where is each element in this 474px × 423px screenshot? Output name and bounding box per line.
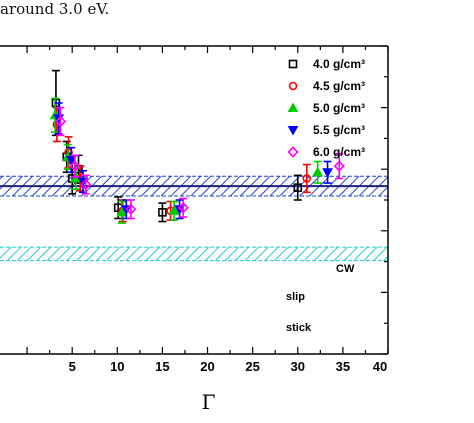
plot-frame bbox=[0, 45, 389, 355]
data-marks bbox=[49, 69, 345, 224]
legend-marker bbox=[288, 81, 298, 91]
data-point bbox=[69, 160, 81, 172]
series-1 bbox=[51, 69, 303, 223]
region-label-stick: stick bbox=[286, 322, 312, 334]
data-point bbox=[54, 115, 67, 128]
x-tick-label: 10 bbox=[110, 359, 124, 374]
x-axis-ticks: 5 10 15 20 25 30 35 40 bbox=[26, 46, 389, 374]
data-point bbox=[125, 203, 137, 215]
legend-label: 5.0 g/cm³ bbox=[313, 101, 365, 115]
caption-text: around 3.0 eV. bbox=[0, 0, 110, 18]
series-4 bbox=[53, 102, 333, 220]
x-tick-label: 25 bbox=[245, 359, 259, 374]
legend-label: 4.0 g/cm³ bbox=[313, 57, 365, 71]
x-tick-label: 5 bbox=[69, 359, 76, 374]
band-slip bbox=[0, 247, 388, 261]
x-tick-label: 35 bbox=[336, 359, 350, 374]
data-point bbox=[80, 178, 92, 191]
region-labels: CW slip stick bbox=[286, 263, 355, 334]
legend-marker bbox=[287, 146, 299, 158]
data-point bbox=[322, 168, 333, 178]
data-point bbox=[168, 205, 180, 215]
series-3 bbox=[49, 97, 323, 224]
x-tick-label: 30 bbox=[291, 359, 305, 374]
region-label-slip: slip bbox=[286, 291, 305, 303]
reference-bands bbox=[0, 175, 388, 262]
data-point bbox=[158, 208, 167, 217]
region-label-cw: CW bbox=[336, 263, 355, 275]
data-point bbox=[65, 155, 77, 166]
legend-label: 6.0 g/cm³ bbox=[313, 145, 365, 159]
legend-label: 5.5 g/cm³ bbox=[313, 123, 365, 137]
x-tick-label: 40 bbox=[373, 359, 387, 374]
legend: 4.0 g/cm³ 4.5 g/cm³ 5.0 g/cm³ 5.5 g/cm³ 6.0 … bbox=[287, 57, 365, 159]
legend-label: 4.5 g/cm³ bbox=[313, 79, 365, 93]
x-tick-label: 20 bbox=[200, 359, 214, 374]
series-5 bbox=[54, 106, 345, 220]
data-point bbox=[293, 183, 303, 192]
x-tick-label: 15 bbox=[155, 359, 169, 374]
data-point bbox=[177, 202, 189, 214]
legend-marker bbox=[287, 102, 299, 112]
legend-marker bbox=[287, 126, 299, 136]
x-axis-title: Γ bbox=[202, 390, 216, 414]
data-point bbox=[333, 160, 345, 172]
data-point bbox=[302, 174, 312, 183]
legend-marker bbox=[288, 59, 298, 69]
data-point bbox=[312, 166, 323, 177]
data-point bbox=[116, 206, 128, 217]
